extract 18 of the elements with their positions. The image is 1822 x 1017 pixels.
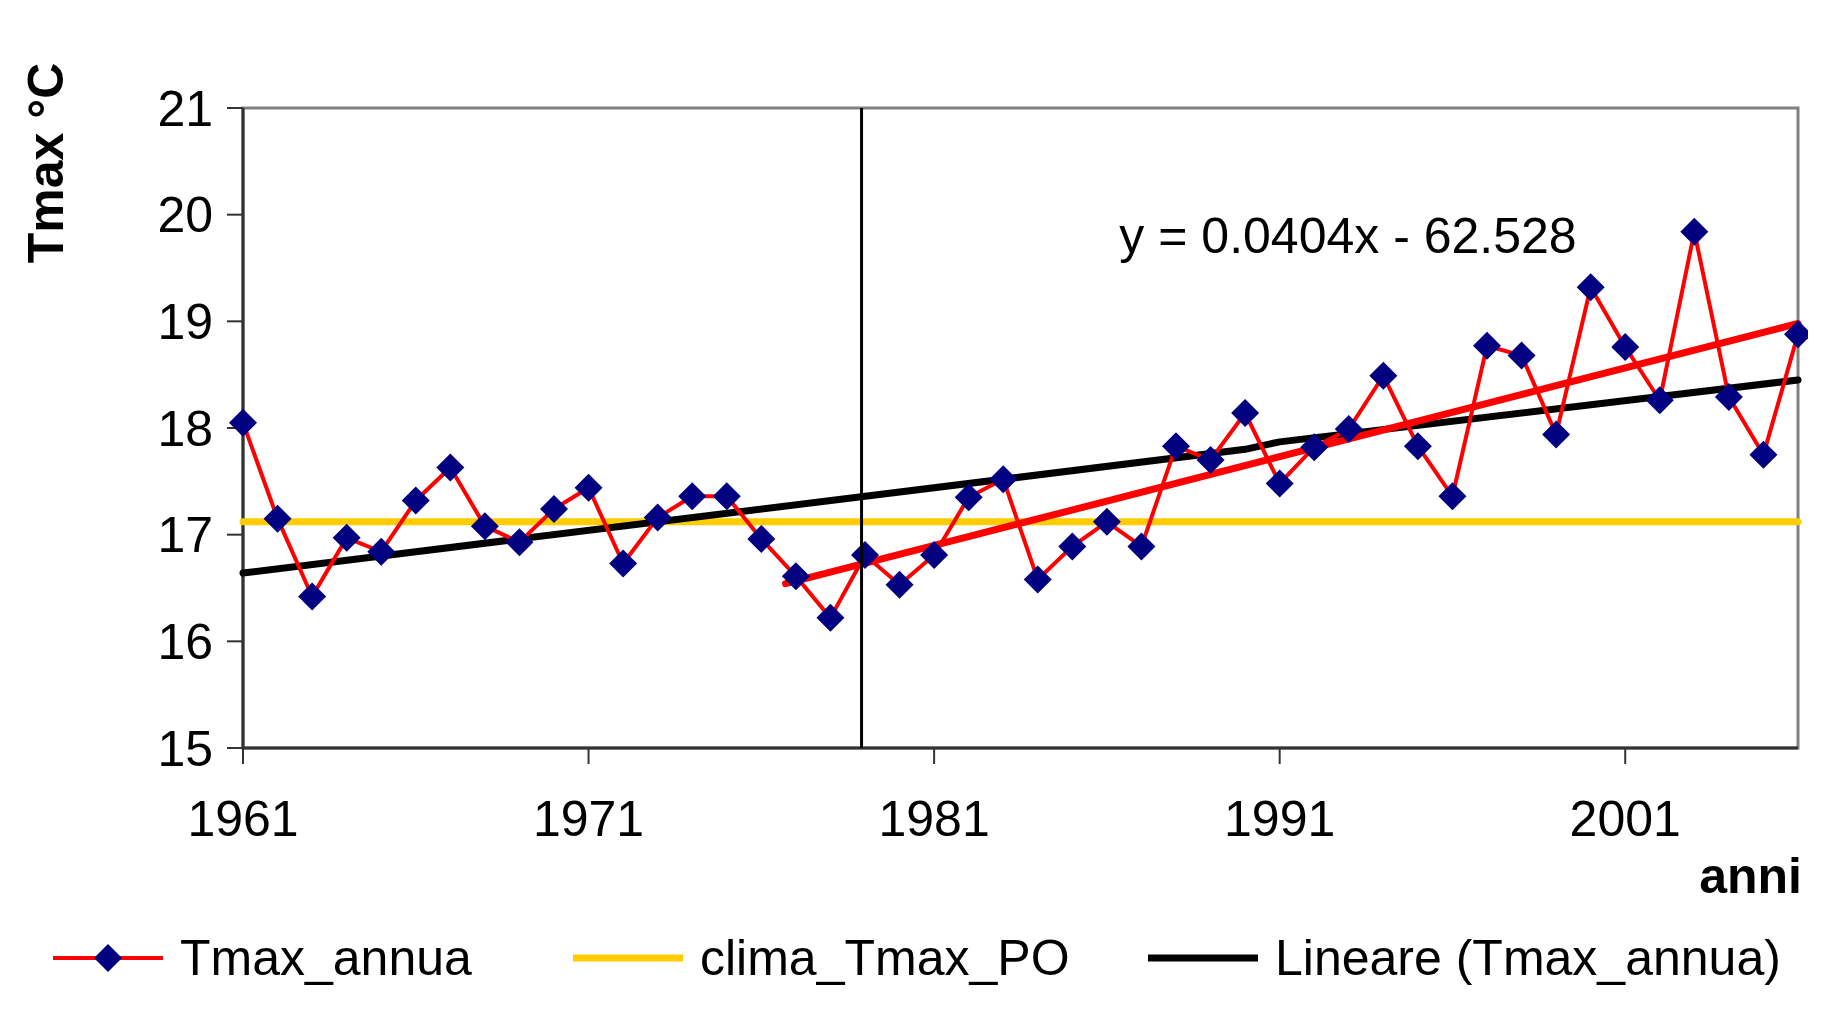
y-tick-label: 20 [157,187,213,244]
y-tick-label: 16 [157,613,213,670]
y-axis-title: Tmax °C [18,62,74,264]
legend-label: Lineare (Tmax_annua) [1275,930,1781,986]
legend-label: Tmax_annua [180,930,473,986]
y-tick-label: 21 [157,80,213,137]
x-tick-label: 2001 [1569,791,1681,847]
y-tick-label: 19 [157,293,213,350]
x-tick-label: 1961 [187,791,299,847]
x-tick-label: 1971 [532,791,645,847]
y-tick-label: 18 [157,400,213,457]
y-tick-label: 15 [157,720,213,777]
x-tick-label: 1991 [1224,791,1336,847]
y-tick-label: 17 [157,507,213,564]
annotation: y = 0.0404x - 62.528 [1119,208,1577,264]
legend-label: clima_Tmax_PO [700,930,1070,986]
x-axis-title: anni [1699,848,1802,904]
x-tick-label: 1981 [878,791,990,847]
